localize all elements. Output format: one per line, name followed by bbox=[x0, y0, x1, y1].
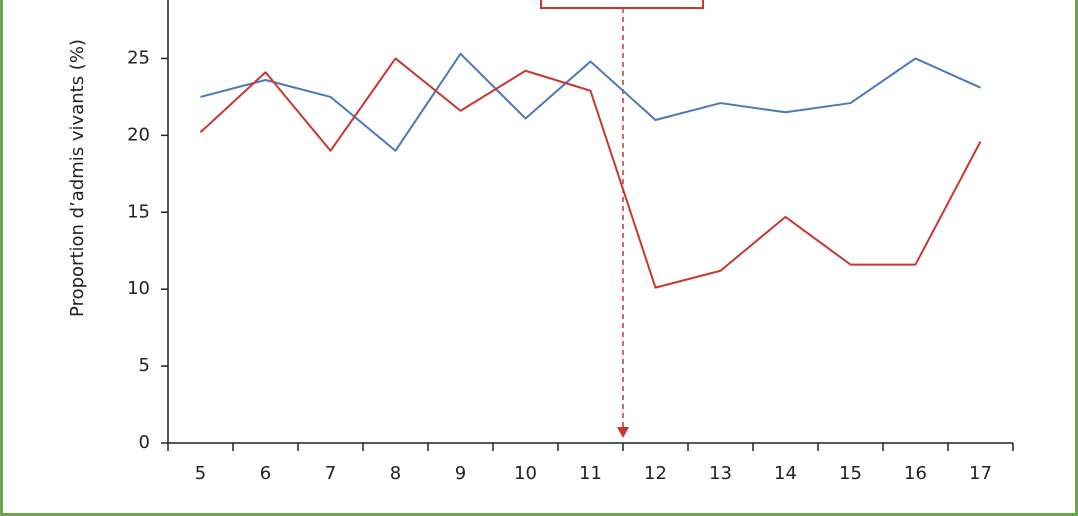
x-tick-label: 16 bbox=[904, 463, 927, 484]
x-tick-label: 10 bbox=[514, 463, 537, 484]
x-tick-label: 5 bbox=[195, 463, 206, 484]
x-tick-label: 6 bbox=[260, 463, 271, 484]
annotation-box bbox=[540, 0, 704, 9]
x-tick-label: 14 bbox=[774, 463, 797, 484]
y-tick-label: 5 bbox=[139, 355, 150, 376]
chart: Proportion d’admis vivants (%) 0 5 10 15 20 2… bbox=[67, 0, 1014, 484]
y-tick-label: 10 bbox=[127, 278, 150, 299]
x-tick-label: 13 bbox=[709, 463, 732, 484]
x-tick-label: 11 bbox=[579, 463, 602, 484]
y-tick-label: 20 bbox=[127, 124, 150, 145]
y-tick-label: 0 bbox=[139, 432, 150, 453]
y-tick-label: 25 bbox=[127, 47, 150, 68]
x-tick-label: 15 bbox=[839, 463, 862, 484]
x-tick-label: 17 bbox=[969, 463, 992, 484]
x-tick-label: 7 bbox=[325, 463, 336, 484]
y-tick-label: 15 bbox=[127, 201, 150, 222]
y-axis-label: Proportion d’admis vivants (%) bbox=[67, 39, 88, 317]
x-tick-label: 8 bbox=[390, 463, 401, 484]
series-line bbox=[199, 57, 982, 289]
x-tick-label: 9 bbox=[455, 463, 466, 484]
x-tick-label: 12 bbox=[644, 463, 667, 484]
series-line bbox=[200, 52, 981, 152]
annotation-arrowhead bbox=[617, 427, 629, 438]
annotation-text: Confinement bbox=[550, 0, 694, 5]
